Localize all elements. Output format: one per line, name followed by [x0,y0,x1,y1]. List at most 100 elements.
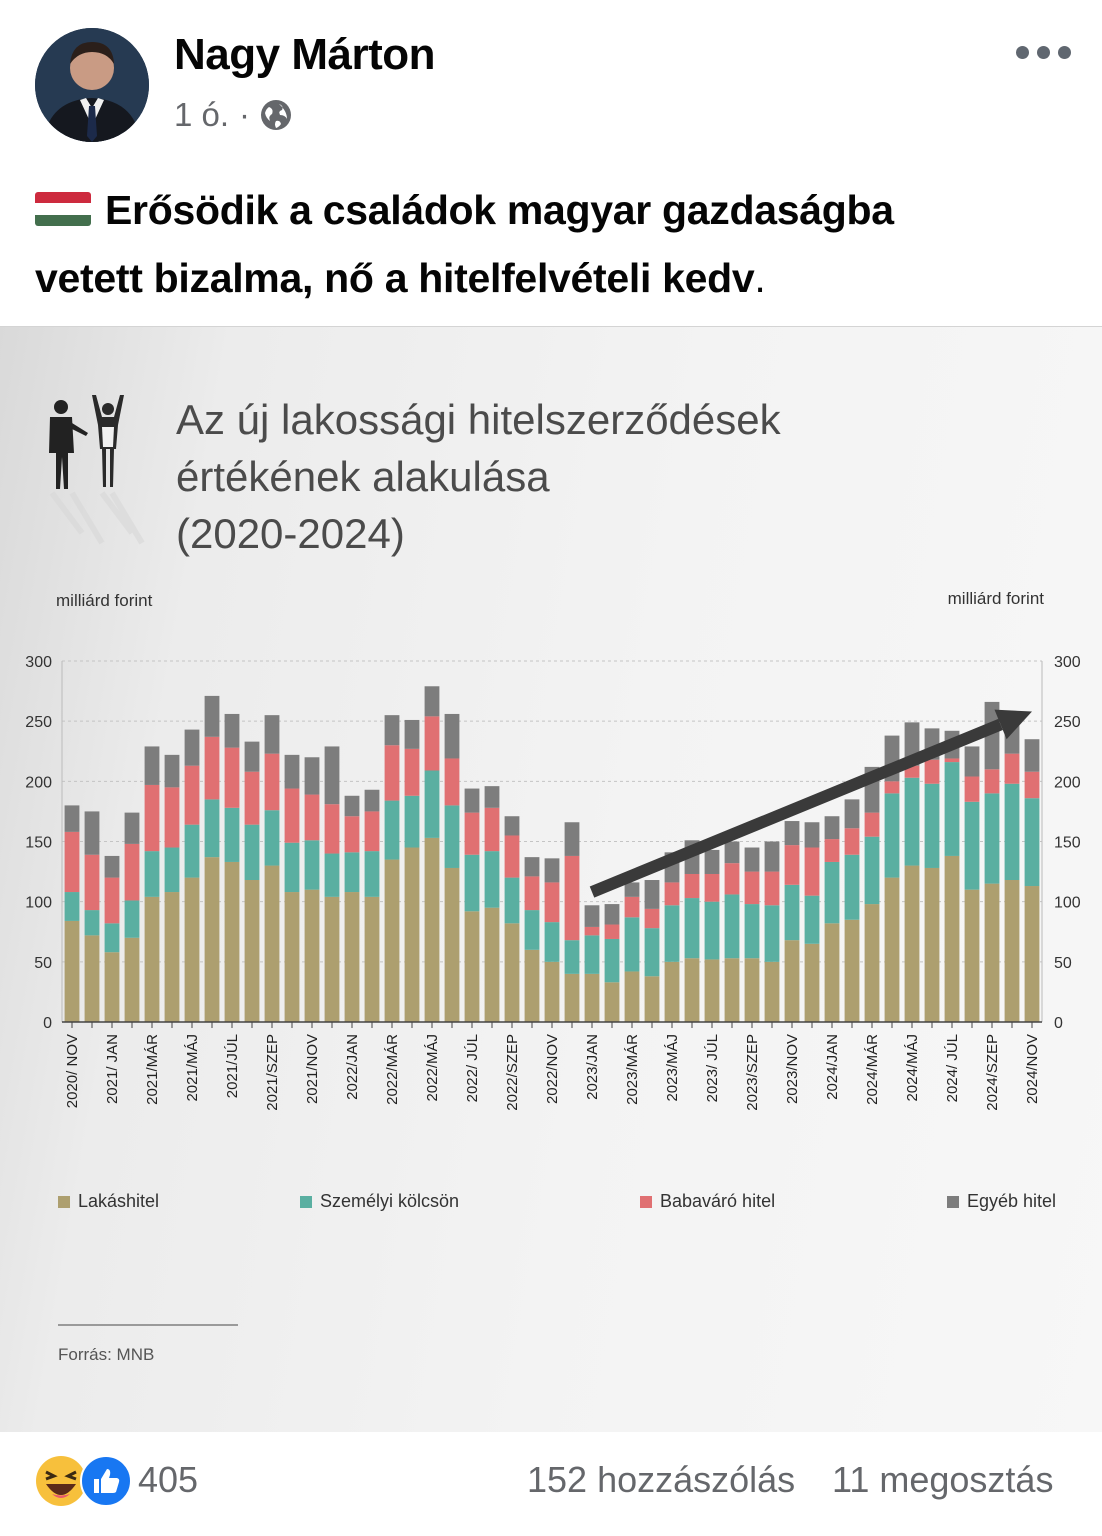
x-tick-label: 2023/MÁJ [664,1034,681,1102]
chart-title: Az új lakossági hitelszerződések értékén… [176,396,781,557]
bar-segment [444,805,460,868]
comments-count[interactable]: 152 hozzászólás [527,1459,796,1500]
post-text: Erősödik a családok magyar gazdaságba ve… [35,176,1075,312]
x-tick-label: 2023/NOV [784,1034,801,1104]
bar-segment [464,911,480,1022]
bar-segment [164,754,180,788]
author-avatar[interactable] [35,28,149,142]
business-people-icon [49,395,145,545]
bar-segment [524,949,540,1022]
bar-segment [184,877,200,1022]
bar-segment [644,928,660,977]
bar-segment [64,892,80,921]
bar-segment [384,859,400,1022]
laugh-reaction-icon [36,1456,86,1506]
x-tick-label: 2022/MÁJ [424,1034,441,1102]
legend-item-szemelyi-kolcson: Személyi kölcsön [300,1191,459,1212]
x-tick-label: 2022/NOV [544,1034,561,1104]
post-text-line1: Erősödik a családok magyar gazdaságba [105,187,894,233]
bar-segment [964,776,980,802]
bar-segment [164,847,180,893]
bar-segment [264,810,280,866]
reactions-button[interactable] [34,1454,132,1508]
bar-segment [804,847,820,896]
bar-segment [224,807,240,862]
dot-icon [1016,45,1029,59]
bar-segment [904,865,920,1022]
legend-swatch [58,1195,70,1208]
bar-segment [104,877,120,924]
bar-segment [724,863,740,895]
x-tick-label: 2024/MÁR [864,1034,881,1105]
x-tick-label: 2023/JAN [584,1034,601,1100]
y-tick-label-right: 0 [1054,1015,1063,1032]
x-tick-label: 2023/SZEP [744,1034,761,1111]
bar-segment [964,801,980,890]
bar-segment [84,910,100,936]
bar-segment [964,746,980,777]
bar-segment [244,824,260,881]
post-footer: 405 152 hozzászólás 11 megosztás [0,1432,1102,1536]
x-tick-label: 2024/NOV [1024,1034,1041,1104]
bar-segment [744,958,760,1022]
y-tick-label-right: 300 [1054,654,1081,671]
bar-segment [864,904,880,1022]
y-tick-label-left: 100 [25,895,52,912]
bar-segment [544,922,560,962]
bar-segment [124,937,140,1022]
post-text-period: . [754,255,766,301]
bar-segment [124,843,140,901]
bar-segment [484,807,500,852]
bar-segment [544,858,560,883]
bar-segment [384,715,400,746]
bar-segment [624,882,640,897]
bar-segment [584,926,600,936]
bar-segment [544,961,560,1022]
x-tick-label: 2023/MÁR [624,1034,641,1105]
more-options-button[interactable] [1016,42,1076,62]
bar-segment [604,904,620,925]
bar-segment [824,861,840,924]
bar-segment [164,892,180,1022]
bar-segment [364,851,380,897]
bar-segment [144,896,160,1022]
bar-segment [924,783,940,868]
y-tick-label-right: 150 [1054,835,1081,852]
bar-segment [264,865,280,1022]
post-time[interactable]: 1 ó. [174,96,230,133]
bar-segment [844,828,860,855]
bar-segment [864,836,880,905]
bar-segment [724,841,740,864]
y-tick-label-left: 0 [43,1015,52,1032]
bar-segment [444,713,460,759]
source-divider [58,1324,238,1326]
bar-segment [884,877,900,1022]
bar-segment [524,876,540,911]
bar-segment [344,816,360,853]
x-tick-label: 2021/MÁJ [184,1034,201,1102]
y-tick-label-left: 150 [25,835,52,852]
bar-segment [324,746,340,805]
bar-segment [324,804,340,854]
shares-count[interactable]: 11 megosztás [832,1459,1054,1500]
bar-segment [184,729,200,766]
y-tick-label-right: 100 [1054,895,1081,912]
bar-segment [744,871,760,905]
bar-segment [304,757,320,795]
reaction-count[interactable]: 405 [138,1459,199,1500]
bar-segment [324,896,340,1022]
infographic-image[interactable]: Az új lakossági hitelszerződések értékén… [0,326,1102,1433]
post-text-line2: vetett bizalma, nő a hitelfelvételi kedv [35,255,755,301]
legend-item-egyeb-hitel: Egyéb hitel [947,1191,1056,1212]
bar-segment [444,867,460,1022]
bar-segment [564,973,580,1022]
legend-label: Babaváró hitel [660,1191,776,1211]
bar-segment [984,701,1000,770]
bar-segment [144,746,160,785]
bar-segment [64,805,80,832]
bar-segment [224,861,240,1022]
author-name[interactable]: Nagy Márton [174,30,435,79]
left-axis-unit: milliárd forint [56,591,153,610]
bar-segment [304,840,320,890]
bar-segment [144,784,160,852]
